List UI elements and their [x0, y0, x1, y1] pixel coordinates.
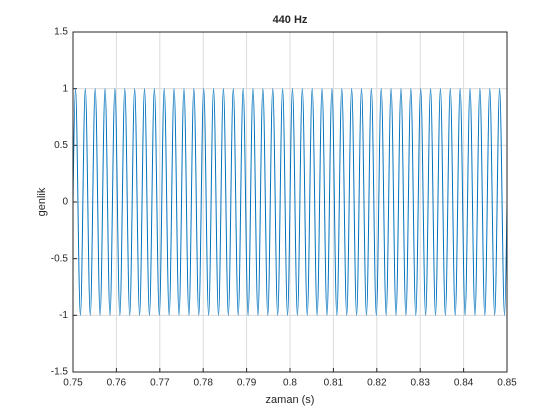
y-tick-label: 0.5	[54, 140, 68, 151]
x-tick-label: 0.78	[193, 378, 213, 389]
y-tick-label: 1.5	[54, 27, 68, 38]
plot-frame	[72, 31, 508, 373]
y-tick-label: -0.5	[51, 253, 69, 264]
x-tick-label: 0.77	[150, 378, 170, 389]
x-tick-label: 0.82	[367, 378, 387, 389]
x-tick-label: 0.8	[283, 378, 297, 389]
x-tick-label: 0.76	[107, 378, 127, 389]
y-axis-label: genlik	[36, 187, 48, 216]
x-tick-label: 0.75	[63, 378, 83, 389]
x-tick-label: 0.84	[454, 378, 474, 389]
y-tick-label: 1	[62, 83, 68, 94]
y-tick-label: 0	[62, 197, 68, 208]
x-tick-label: 0.81	[324, 378, 344, 389]
chart-title: 440 Hz	[273, 14, 308, 26]
x-tick-label: 0.85	[497, 378, 517, 389]
y-tick-label: -1.5	[51, 367, 69, 378]
y-tick-label: -1	[59, 310, 68, 321]
x-tick-label: 0.79	[237, 378, 257, 389]
x-tick-label: 0.83	[410, 378, 430, 389]
x-axis-label: zaman (s)	[266, 394, 315, 406]
signal-line	[72, 88, 508, 316]
